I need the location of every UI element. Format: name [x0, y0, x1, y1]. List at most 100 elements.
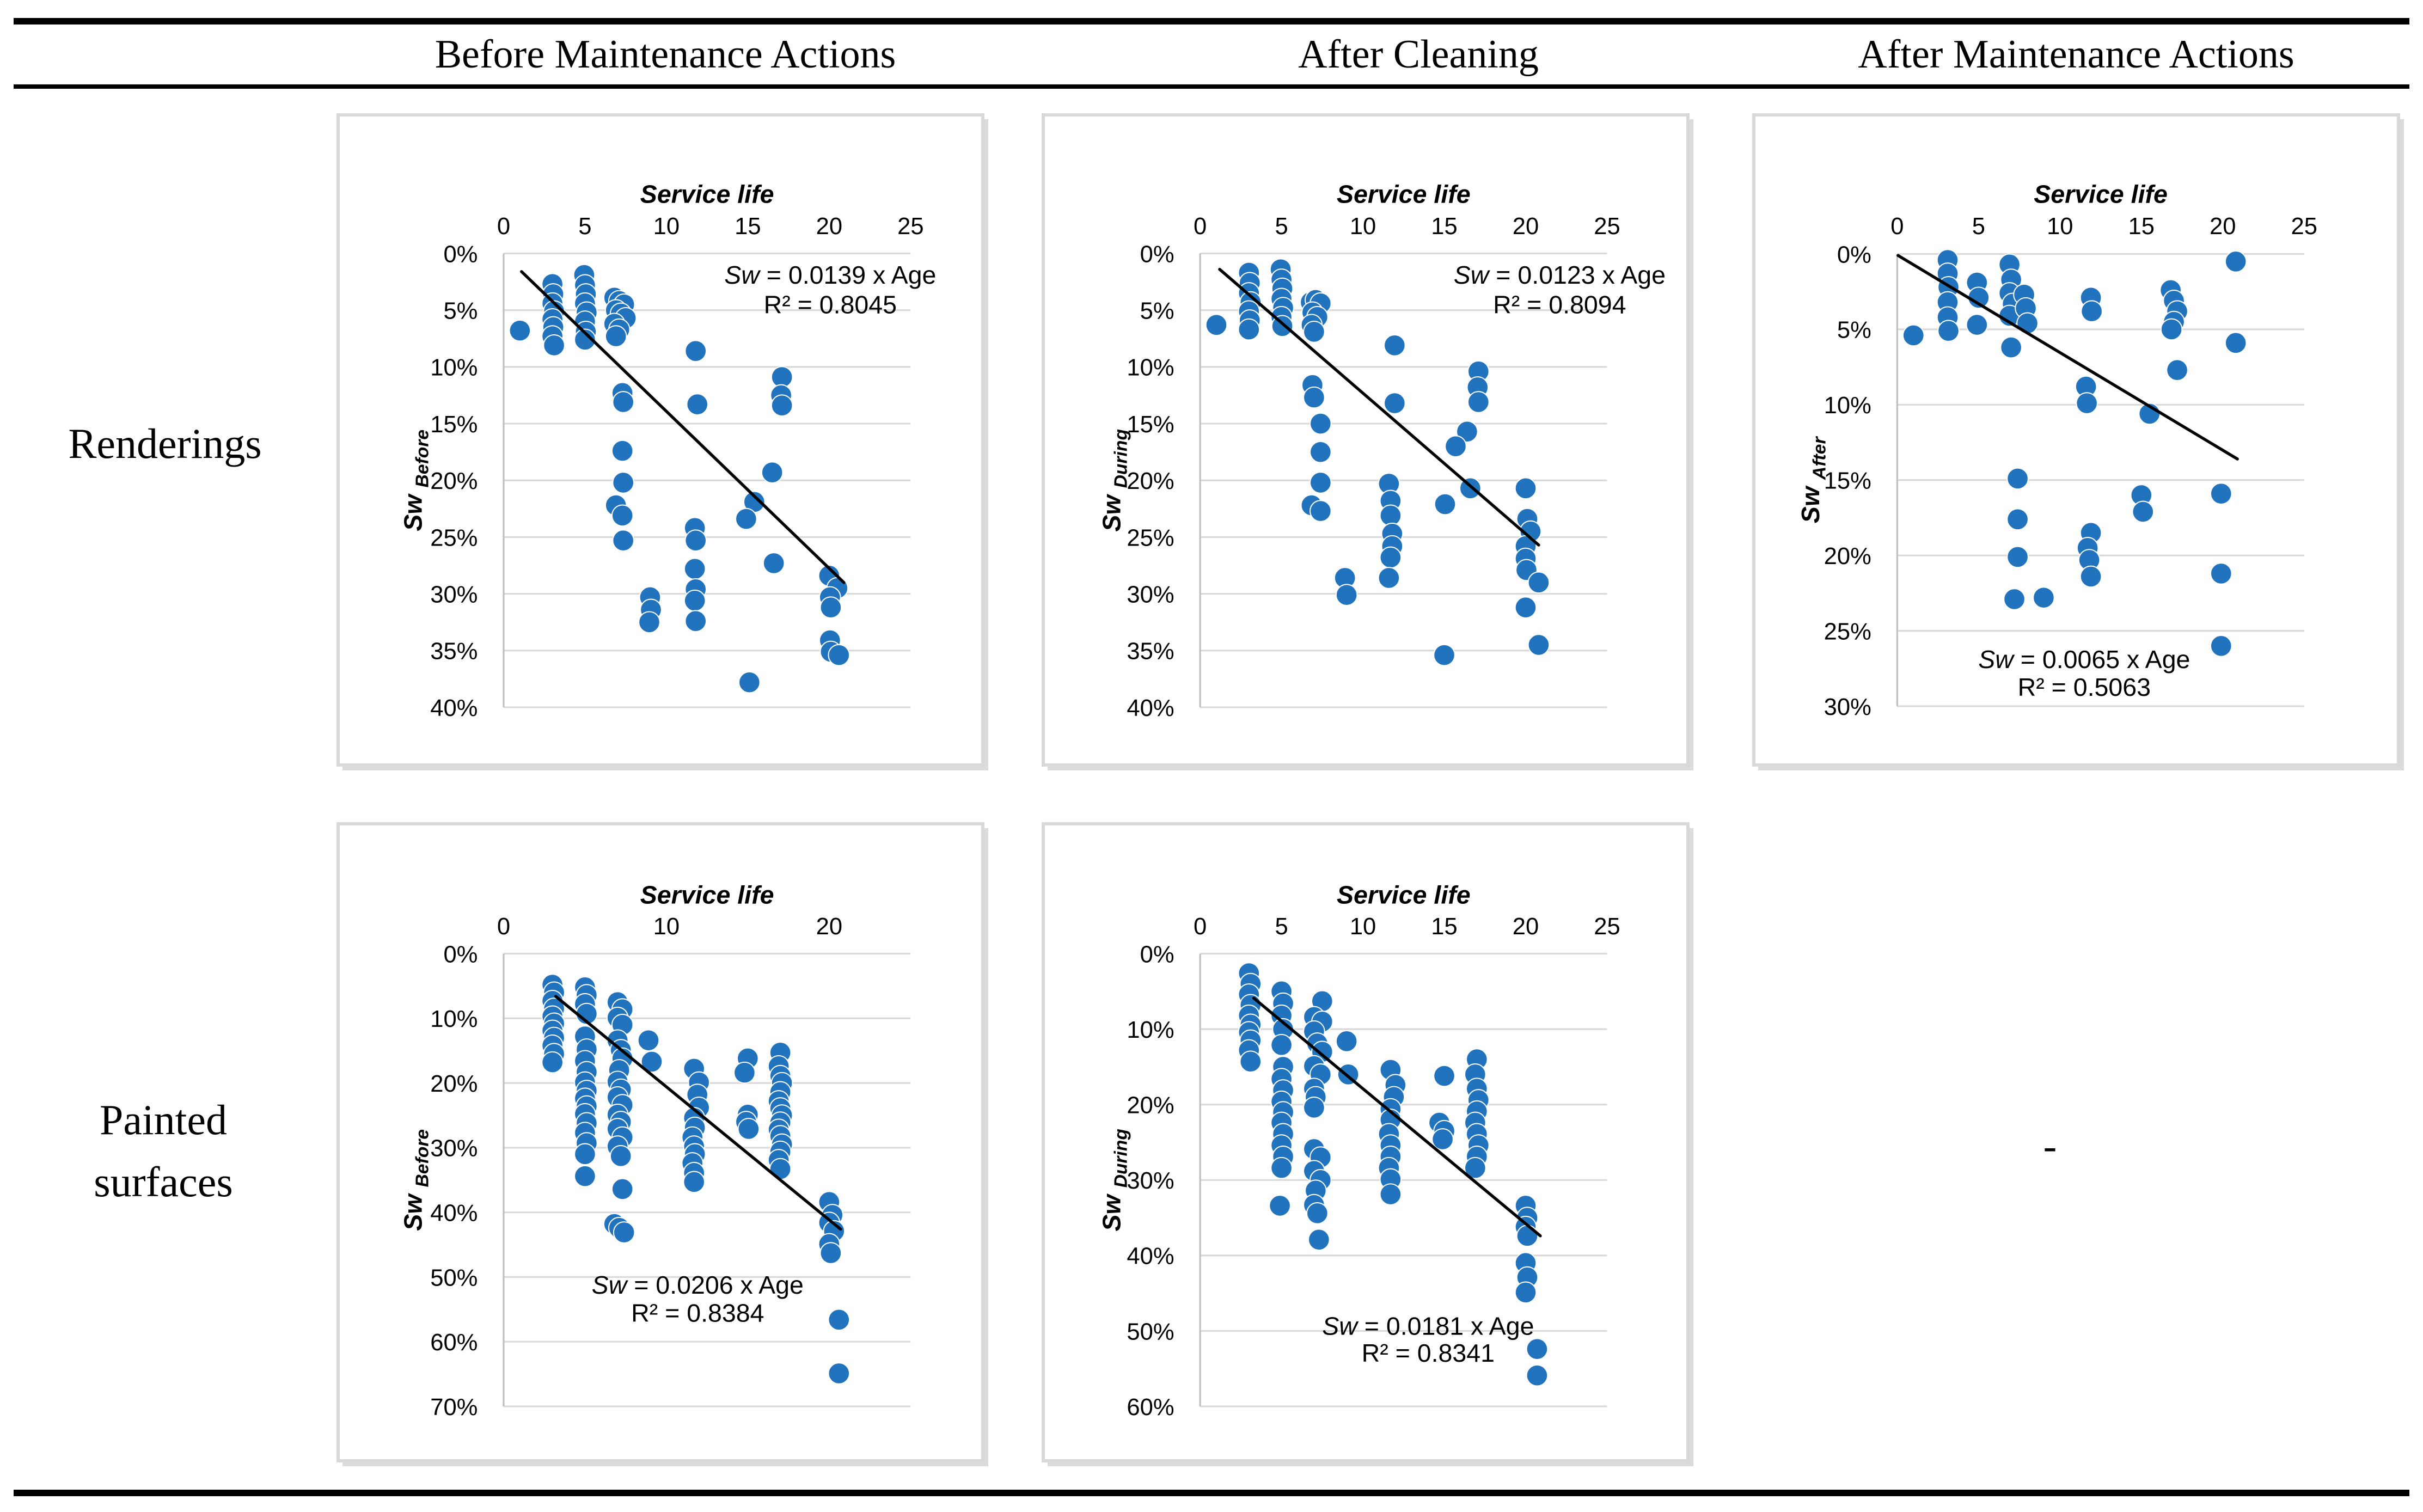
r-squared-label: R² = 0.8045	[764, 290, 897, 319]
column-header-after-maintenance: After Maintenance Actions	[1858, 32, 2294, 77]
svg-text:10: 10	[2047, 213, 2073, 240]
scatter-chart-painted-before: 0 10 20 0% 10% 20% 30% 40% 50% 60% 70% Service life…	[399, 881, 911, 1421]
data-point	[1433, 644, 1455, 666]
svg-text:5%: 5%	[1837, 317, 1871, 344]
data-point	[1456, 420, 1478, 443]
svg-text:20: 20	[1513, 914, 1539, 940]
data-point	[1433, 1064, 1455, 1087]
data-point	[2033, 586, 2055, 609]
trend-line	[554, 995, 842, 1231]
y-axis-tick-labels: 0% 5% 10% 15% 20% 25% 30%	[1824, 242, 1871, 720]
table-header-rule	[14, 84, 2409, 89]
row-header-painted-surfaces: Painted surfaces	[94, 1096, 233, 1205]
svg-text:15: 15	[1431, 914, 1457, 940]
equation-label: Sw = 0.0065 x Age	[1978, 645, 2190, 674]
data-point	[683, 1171, 706, 1193]
data-point	[612, 391, 634, 413]
svg-text:25: 25	[2291, 213, 2317, 240]
y-axis-title: Sw During	[1098, 429, 1131, 532]
data-point	[683, 589, 706, 612]
x-axis-title: Service life	[640, 180, 774, 208]
data-point	[733, 1061, 756, 1084]
svg-text:5: 5	[1275, 213, 1288, 240]
svg-text:25%: 25%	[1824, 619, 1871, 645]
data-point	[574, 1143, 596, 1166]
y-axis-tick-labels: 0% 10% 20% 30% 40% 50% 60% 70%	[430, 941, 478, 1420]
data-point	[1526, 1338, 1549, 1360]
table-top-rule	[14, 18, 2409, 25]
r-squared-label: R² = 0.8341	[1362, 1339, 1495, 1367]
data-point	[2210, 482, 2232, 505]
data-point	[1270, 1033, 1293, 1056]
svg-text:15: 15	[735, 213, 761, 240]
svg-text:10: 10	[1350, 914, 1376, 940]
svg-text:20%: 20%	[1824, 543, 1871, 570]
data-point	[1335, 1030, 1358, 1052]
data-point	[1378, 567, 1400, 589]
data-point	[611, 504, 634, 527]
y-axis-tick-labels: 0% 10% 20% 30% 40% 50% 60%	[1127, 941, 1174, 1420]
svg-text:20%: 20%	[1127, 468, 1174, 494]
svg-text:50%: 50%	[1127, 1319, 1174, 1345]
data-point	[770, 394, 793, 417]
data-point	[611, 439, 634, 462]
row-header-renderings: Renderings	[68, 420, 262, 467]
data-point	[2160, 318, 2183, 341]
svg-text:25%: 25%	[1127, 525, 1174, 551]
svg-text:20: 20	[816, 914, 842, 940]
svg-text:10: 10	[653, 213, 680, 240]
data-point	[2016, 312, 2039, 335]
equation-label: Sw = 0.0181 x Age	[1322, 1312, 1534, 1340]
data-point	[1310, 500, 1332, 522]
svg-text:40%: 40%	[430, 695, 478, 721]
data-point	[735, 507, 757, 530]
data-point	[1310, 472, 1332, 494]
data-point	[1205, 314, 1228, 336]
svg-text:15: 15	[1431, 213, 1457, 240]
data-point	[1303, 1096, 1325, 1119]
data-point	[828, 1362, 851, 1385]
data-point	[637, 1029, 660, 1052]
svg-text:35%: 35%	[430, 639, 478, 665]
svg-text:25: 25	[1594, 213, 1620, 240]
svg-text:40%: 40%	[1127, 695, 1174, 721]
data-point	[1384, 334, 1406, 357]
svg-text:10: 10	[653, 914, 680, 940]
y-axis-tick-labels: 0% 5% 10% 15% 20% 25% 30% 35% 40%	[430, 241, 478, 721]
svg-text:25: 25	[897, 213, 923, 240]
data-point	[1239, 1050, 1262, 1073]
data-point	[2224, 332, 2247, 354]
chart-painted-before: 0 10 20 0% 10% 20% 30% 40% 50% 60% 70% Service life…	[336, 822, 984, 1462]
trend-line	[1896, 254, 2239, 461]
data-point	[1379, 1183, 1402, 1205]
svg-text:0: 0	[1194, 213, 1207, 240]
data-point	[2081, 300, 2103, 322]
svg-text:0%: 0%	[443, 941, 478, 968]
x-axis-title: Service life	[640, 881, 774, 909]
data-point	[1516, 1225, 1539, 1247]
svg-text:20: 20	[2210, 213, 2236, 240]
svg-text:5%: 5%	[443, 298, 478, 324]
y-axis-title: Sw After	[1796, 436, 1830, 524]
chart-renderings-before: 0 5 10 15 20 25 0% 5% 10% 15% 20% 25% 30% 35% 40% Servi…	[336, 113, 984, 767]
data-point	[684, 529, 707, 552]
equation-label: Sw = 0.0123 x Age	[1454, 261, 1666, 289]
r-squared-label: R² = 0.8094	[1493, 290, 1626, 319]
chart-renderings-during: 0 5 10 15 20 25 0% 5% 10% 15% 20% 25% 30% 35% 40% Servi…	[1042, 113, 1690, 767]
chart-renderings-after: 0 5 10 15 20 25 0% 5% 10% 15% 20% 25% 30% Service lif…	[1752, 113, 2400, 767]
svg-text:15: 15	[2128, 213, 2155, 240]
svg-text:15%: 15%	[430, 412, 478, 438]
data-point	[574, 328, 596, 351]
svg-text:10%: 10%	[430, 355, 478, 381]
svg-text:10: 10	[1350, 213, 1376, 240]
svg-text:0: 0	[497, 914, 510, 940]
data-point	[1270, 1156, 1293, 1179]
x-axis-tick-labels: 0 5 10 15 20 25	[1194, 213, 1620, 240]
svg-text:50%: 50%	[430, 1265, 478, 1291]
svg-text:0%: 0%	[443, 241, 478, 267]
data-point	[2079, 565, 2102, 588]
data-point	[2132, 500, 2155, 523]
svg-text:5: 5	[1972, 213, 1985, 240]
svg-text:0%: 0%	[1837, 242, 1871, 268]
svg-text:25%: 25%	[430, 525, 478, 551]
